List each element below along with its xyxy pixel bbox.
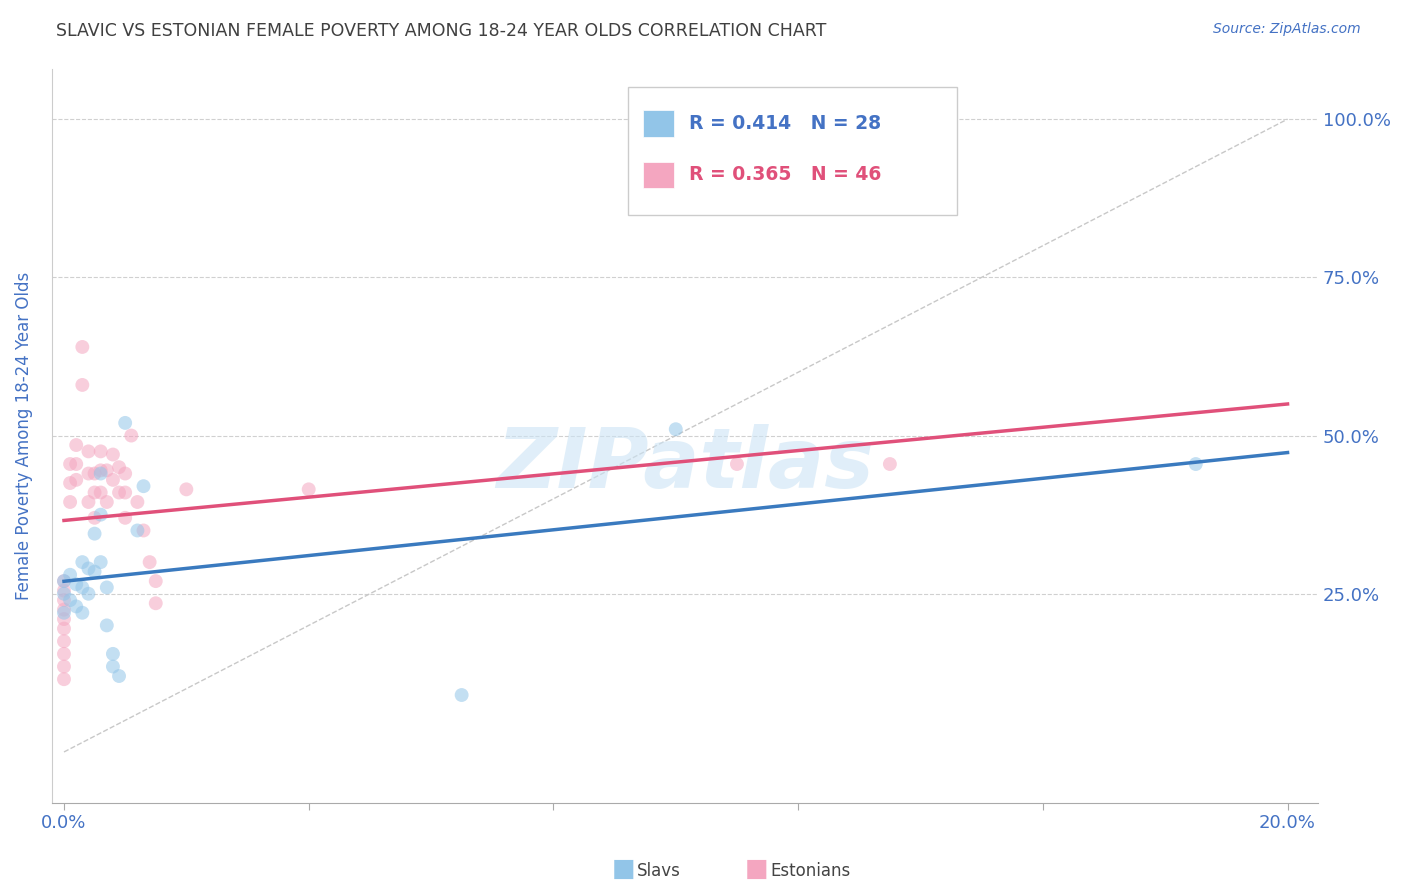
- Point: [725, 457, 748, 471]
- Bar: [643, 111, 673, 136]
- Point: [59, 495, 82, 509]
- Point: [101, 473, 124, 487]
- Point: [96, 618, 118, 632]
- Text: ■: ■: [745, 857, 769, 881]
- Point: [65, 438, 87, 452]
- Text: SLAVIC VS ESTONIAN FEMALE POVERTY AMONG 18-24 YEAR OLDS CORRELATION CHART: SLAVIC VS ESTONIAN FEMALE POVERTY AMONG …: [56, 22, 827, 40]
- Point: [72, 606, 94, 620]
- FancyBboxPatch shape: [628, 87, 957, 215]
- Point: [53, 672, 76, 686]
- Text: Source: ZipAtlas.com: Source: ZipAtlas.com: [1213, 22, 1361, 37]
- Point: [72, 555, 94, 569]
- Point: [53, 593, 76, 607]
- Point: [145, 596, 167, 610]
- Point: [53, 574, 76, 588]
- Point: [298, 483, 321, 497]
- Text: Estonians: Estonians: [770, 862, 851, 880]
- Point: [53, 574, 76, 588]
- Point: [65, 457, 87, 471]
- Point: [114, 416, 136, 430]
- Point: [65, 599, 87, 614]
- Point: [120, 428, 142, 442]
- Point: [83, 526, 105, 541]
- Point: [83, 485, 105, 500]
- Text: Slavs: Slavs: [637, 862, 681, 880]
- Point: [53, 606, 76, 620]
- Point: [132, 479, 155, 493]
- Y-axis label: Female Poverty Among 18-24 Year Olds: Female Poverty Among 18-24 Year Olds: [15, 271, 32, 599]
- Point: [90, 444, 112, 458]
- Point: [101, 659, 124, 673]
- Point: [90, 467, 112, 481]
- Text: ■: ■: [612, 857, 636, 881]
- Point: [53, 583, 76, 598]
- Point: [145, 574, 167, 588]
- Point: [53, 634, 76, 648]
- Point: [53, 622, 76, 636]
- Point: [450, 688, 472, 702]
- Point: [132, 524, 155, 538]
- Point: [77, 444, 100, 458]
- Point: [83, 565, 105, 579]
- Point: [96, 463, 118, 477]
- Point: [77, 495, 100, 509]
- Point: [176, 483, 198, 497]
- Point: [77, 587, 100, 601]
- Point: [127, 495, 149, 509]
- Point: [77, 561, 100, 575]
- Point: [879, 457, 901, 471]
- Point: [127, 524, 149, 538]
- Point: [59, 476, 82, 491]
- Point: [53, 587, 76, 601]
- Point: [108, 485, 131, 500]
- Point: [72, 340, 94, 354]
- Point: [59, 567, 82, 582]
- Point: [65, 577, 87, 591]
- Point: [1184, 457, 1206, 471]
- Bar: [643, 161, 673, 188]
- Point: [96, 495, 118, 509]
- Text: ZIPatlas: ZIPatlas: [496, 425, 875, 506]
- Point: [108, 460, 131, 475]
- Point: [83, 467, 105, 481]
- Point: [53, 647, 76, 661]
- Point: [138, 555, 160, 569]
- Point: [90, 485, 112, 500]
- Point: [108, 669, 131, 683]
- Point: [53, 602, 76, 616]
- Point: [101, 448, 124, 462]
- Point: [101, 647, 124, 661]
- Text: R = 0.414   N = 28: R = 0.414 N = 28: [689, 114, 882, 133]
- Point: [53, 612, 76, 626]
- Point: [114, 467, 136, 481]
- Point: [72, 378, 94, 392]
- Point: [90, 508, 112, 522]
- Point: [665, 422, 688, 436]
- Point: [114, 485, 136, 500]
- Point: [59, 593, 82, 607]
- Point: [90, 463, 112, 477]
- Point: [72, 581, 94, 595]
- Point: [65, 473, 87, 487]
- Text: R = 0.365   N = 46: R = 0.365 N = 46: [689, 165, 882, 185]
- Point: [59, 457, 82, 471]
- Point: [90, 555, 112, 569]
- Point: [77, 467, 100, 481]
- Point: [53, 659, 76, 673]
- Point: [83, 511, 105, 525]
- Point: [96, 581, 118, 595]
- Point: [114, 511, 136, 525]
